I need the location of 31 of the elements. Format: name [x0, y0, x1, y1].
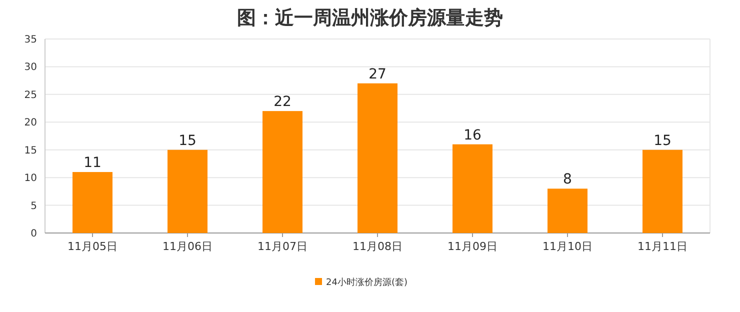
bar — [72, 172, 112, 233]
x-tick-label: 11月06日 — [162, 240, 212, 253]
data-label: 22 — [274, 94, 292, 110]
y-tick-label: 20 — [24, 118, 37, 129]
x-tick-label: 11月08日 — [352, 240, 402, 253]
y-tick-label: 35 — [24, 34, 37, 46]
y-tick-label: 0 — [30, 228, 37, 240]
x-tick-label: 11月07日 — [258, 240, 308, 253]
x-tick-label: 11月10日 — [542, 240, 592, 253]
data-label: 27 — [368, 66, 386, 82]
bar — [168, 150, 208, 233]
data-label: 11 — [84, 155, 102, 172]
x-tick-label: 11月05日 — [68, 240, 118, 253]
x-tick-label: 11月09日 — [448, 240, 498, 253]
data-label: 8 — [563, 172, 572, 188]
bar — [642, 150, 682, 233]
y-tick-label: 25 — [24, 90, 37, 101]
bar — [262, 111, 302, 233]
bar — [452, 144, 492, 233]
data-label: 15 — [178, 132, 196, 149]
y-tick-label: 30 — [24, 62, 37, 74]
y-tick-label: 10 — [24, 173, 37, 184]
chart-title: 图：近一周温州涨价房源量走势 — [237, 7, 503, 29]
y-tick-label: 5 — [30, 200, 37, 212]
legend-label: 24小时涨价房源(套) — [326, 277, 408, 288]
data-label: 15 — [654, 132, 672, 149]
bar — [358, 83, 398, 233]
bar — [548, 188, 588, 233]
y-tick-label: 15 — [24, 145, 37, 156]
data-label: 16 — [464, 127, 482, 144]
x-tick-label: 11月11日 — [638, 240, 688, 253]
